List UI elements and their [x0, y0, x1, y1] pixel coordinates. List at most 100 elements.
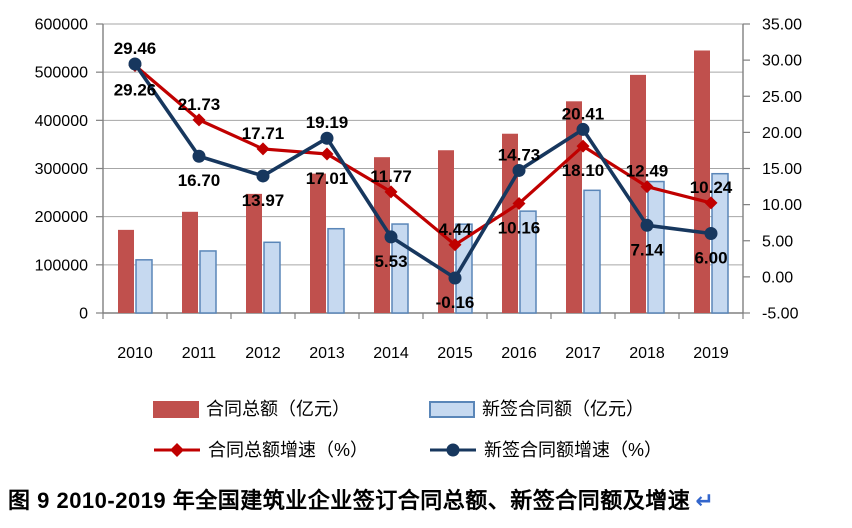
combo-chart: 600000 500000 400000 300000 200000 100000 0 35.… [35, 17, 803, 363]
left-axis-label-100000: 100000 [35, 257, 88, 274]
right-axis-label-20.00: 20.00 [762, 125, 802, 142]
contract-total-bar-2013 [310, 173, 326, 313]
new-signed-bar-2010 [135, 259, 153, 314]
left-axis-label-300000: 300000 [35, 161, 88, 178]
contract-total-growth-point-2011 [192, 113, 206, 127]
legend-row-bars: 合同总额（亿元） 新签合同额（亿元） [153, 397, 753, 421]
point-label-17.71-2012: 17.71 [242, 124, 285, 143]
new-signed-growth-point-2016 [512, 163, 526, 177]
contract-total-bar-2017 [566, 101, 582, 314]
new-signed-bar-2011 [199, 250, 217, 314]
contract-total-growth-line [133, 64, 712, 247]
point-label-20.41-2017: 20.41 [562, 104, 605, 123]
new-signed-growth-point-2017 [576, 122, 590, 136]
point-label-19.19-2013: 19.19 [306, 113, 349, 132]
right-axis-label--5.00: -5.00 [762, 306, 799, 323]
figure-caption-text: 图 9 2010-2019 年全国建筑业企业签订合同总额、新签合同额及增速 [8, 488, 691, 513]
legend-item-contract-total-growth: 合同总额增速（%） [153, 439, 429, 461]
right-axis-label-10.00: 10.00 [762, 197, 802, 214]
x-axis-label-2016: 2016 [501, 345, 537, 362]
left-axis-label-400000: 400000 [35, 113, 88, 130]
new-signed-growth-point-2012 [256, 169, 270, 183]
contract-total-bar-2014 [374, 157, 390, 313]
legend-label-new-signed-growth: 新签合同额增速（%） [484, 440, 663, 460]
new-signed-bar-2013 [327, 227, 345, 314]
contract-total-bar-2011 [182, 211, 198, 313]
legend-swatch-contract-total-bar [153, 400, 199, 418]
right-axis-label-30.00: 30.00 [762, 53, 802, 70]
new-signed-growth-point-2013 [320, 131, 334, 145]
contract-total-growth-point-2017 [576, 139, 590, 153]
legend-label-contract-total-growth: 合同总额增速（%） [208, 440, 369, 460]
point-label-17.01-2013: 17.01 [306, 169, 349, 188]
point-label-11.77-2014: 11.77 [370, 167, 412, 186]
point-label--0.16-2015: -0.16 [436, 293, 475, 312]
new-signed-growth-point-2018 [640, 218, 654, 232]
new-signed-growth-point-2019 [704, 227, 718, 241]
contract-total-growth-point-2012 [256, 142, 270, 156]
right-axis-label-25.00: 25.00 [762, 89, 802, 106]
left-axis-label-600000: 600000 [35, 17, 88, 34]
left-axis-label-0: 0 [79, 306, 88, 323]
point-label-21.73-2011: 21.73 [178, 95, 221, 114]
x-axis-label-2017: 2017 [565, 345, 601, 362]
point-label-7.14-2018: 7.14 [630, 240, 664, 259]
new-signed-bar-2018 [647, 180, 665, 314]
point-label-6.00-2019: 6.00 [694, 249, 727, 268]
chart-legend: 合同总额（亿元） 新签合同额（亿元） 合同总额增速（%） 新签合同额增 [153, 397, 753, 479]
legend-label-new-signed: 新签合同额（亿元） [482, 399, 644, 419]
x-axis-label-2011: 2011 [182, 345, 217, 362]
x-axis-label-2019: 2019 [693, 345, 729, 362]
legend-swatch-new-signed-bar [429, 400, 475, 418]
right-axis-label-5.00: 5.00 [762, 233, 793, 250]
right-axis-label-0.00: 0.00 [762, 269, 793, 286]
contract-total-growth-point-2014 [384, 185, 398, 199]
point-label-4.44-2015: 4.44 [438, 220, 472, 239]
new-signed-bar-2019 [711, 172, 729, 314]
paragraph-return-mark: ↵ [695, 488, 715, 513]
figure-caption: 图 9 2010-2019 年全国建筑业企业签订合同总额、新签合同额及增速 ↵ [8, 483, 714, 515]
right-axis-label-35.00: 35.00 [762, 17, 802, 34]
point-label-13.97-2012: 13.97 [242, 191, 285, 210]
contract-total-growth-point-2018 [640, 180, 654, 194]
contract-total-growth-point-2019 [704, 196, 718, 210]
contract-total-bar-2010 [118, 229, 134, 313]
point-label-10.16-2016: 10.16 [498, 218, 541, 237]
new-signed-bar-2017 [583, 189, 601, 314]
x-axis-label-2014: 2014 [373, 345, 409, 362]
legend-item-new-signed: 新签合同额（亿元） [429, 398, 705, 420]
new-signed-bar-2015 [455, 223, 473, 314]
point-label-14.73-2016: 14.73 [498, 145, 541, 164]
legend-item-contract-total: 合同总额（亿元） [153, 398, 429, 420]
contract-total-growth-point-2013 [320, 147, 334, 161]
new-signed-growth-point-2010 [128, 57, 142, 71]
point-label-29.46-2010: 29.46 [114, 39, 157, 58]
new-signed-bar-2016 [519, 210, 537, 314]
new-signed-growth-line [133, 63, 712, 281]
x-axis-label-2010: 2010 [117, 345, 153, 362]
legend-item-new-signed-growth: 新签合同额增速（%） [429, 439, 705, 461]
point-label-10.24-2019: 10.24 [690, 178, 733, 197]
new-signed-growth-point-2011 [192, 149, 206, 163]
contract-total-bar-2015 [438, 150, 454, 313]
x-axis-label-2018: 2018 [629, 345, 665, 362]
legend-label-contract-total: 合同总额（亿元） [206, 399, 350, 419]
point-label-16.70-2011: 16.70 [178, 171, 221, 190]
point-label-12.49-2018: 12.49 [626, 162, 669, 181]
right-axis-label-15.00: 15.00 [762, 161, 802, 178]
contract-total-bar-2019 [694, 50, 710, 313]
x-axis-label-2013: 2013 [309, 345, 345, 362]
point-label-5.53-2014: 5.53 [374, 252, 407, 271]
left-axis-label-200000: 200000 [35, 209, 88, 226]
x-axis-label-2015: 2015 [437, 345, 473, 362]
contract-total-growth-point-2015 [448, 238, 462, 252]
x-axis-label-2012: 2012 [245, 345, 281, 362]
point-label-29.26-2010: 29.26 [114, 80, 157, 99]
new-signed-growth-point-2014 [384, 230, 398, 244]
legend-swatch-new-signed-growth-line [430, 443, 476, 457]
new-signed-growth-point-2015 [448, 271, 462, 285]
contract-total-bar-2012 [246, 193, 262, 313]
new-signed-bar-2012 [263, 241, 281, 314]
legend-swatch-contract-total-growth-line [154, 443, 200, 457]
